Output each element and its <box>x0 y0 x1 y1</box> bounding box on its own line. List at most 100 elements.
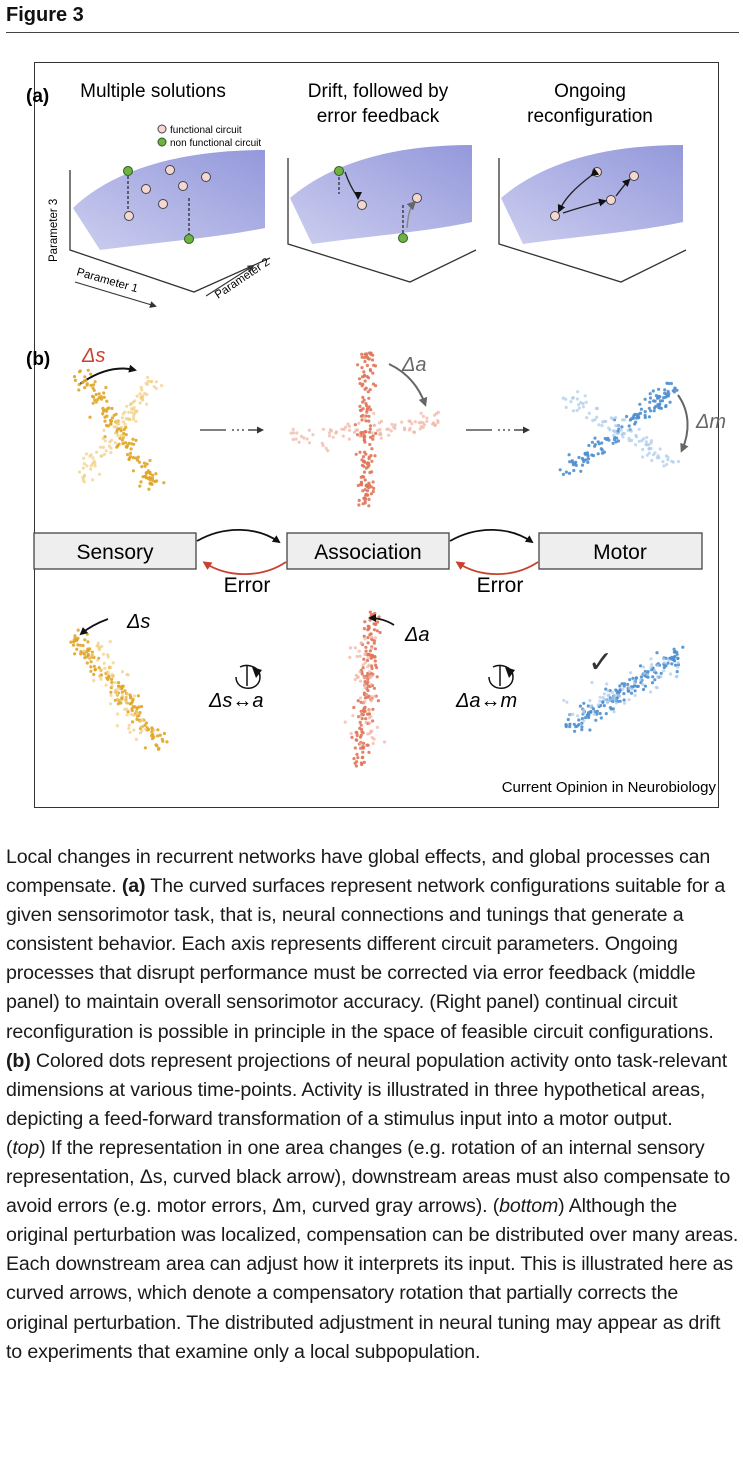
scatter-dot <box>607 438 611 442</box>
scatter-dot <box>647 406 651 410</box>
scatter-dot <box>432 413 437 417</box>
scatter-dot <box>77 470 82 474</box>
scatter-dot <box>291 437 295 442</box>
scatter-dot <box>602 704 606 708</box>
scatter-dot <box>140 388 144 392</box>
scatter-dot <box>368 430 372 434</box>
scatter-dot <box>364 492 368 496</box>
scatter-dot <box>367 626 371 630</box>
scatter-dot <box>657 456 661 460</box>
scatter-dot <box>368 368 372 372</box>
scatter-dot <box>139 725 143 729</box>
scatter-dot <box>655 651 659 655</box>
scatter-dot <box>584 458 588 462</box>
scatter-dot <box>611 429 616 433</box>
scatter-dot <box>126 710 130 714</box>
scatter-dot <box>347 437 351 441</box>
scatter-dot <box>97 666 101 670</box>
scatter-dot <box>91 401 95 405</box>
scatter-dot <box>362 657 366 661</box>
scatter-dot <box>145 462 149 466</box>
figure-title: Figure 3 <box>6 4 84 26</box>
scatter-dot <box>372 628 376 632</box>
scatter-dot <box>370 729 374 733</box>
scatter-dot <box>629 417 633 421</box>
scatter-dot <box>120 425 124 429</box>
scatter-dot <box>659 675 663 679</box>
scatter-dot <box>672 650 677 654</box>
scatter-dot <box>105 399 109 403</box>
scatter-dot <box>139 395 143 399</box>
scatter-dot <box>621 431 625 435</box>
scatter-dot <box>372 737 376 741</box>
scatter-dot <box>357 498 361 502</box>
scatter-dot <box>619 428 623 432</box>
scatter-dot <box>73 378 77 382</box>
scatter-dot <box>350 735 354 740</box>
scatter-dot <box>596 440 600 444</box>
scatter-dot <box>359 408 363 412</box>
scatter-dot <box>676 665 680 669</box>
scatter-dot <box>672 657 676 661</box>
scatter-dot <box>361 489 365 493</box>
surface-plot-2 <box>287 145 477 283</box>
scatter-dot <box>646 670 650 674</box>
scatter-dot <box>124 433 128 437</box>
scatter-dot <box>115 691 119 695</box>
scatter-dot <box>103 419 107 423</box>
scatter-dot <box>362 370 366 374</box>
scatter-dot <box>360 481 364 485</box>
scatter-dot <box>610 690 614 695</box>
scatter-dot <box>289 431 293 435</box>
scatter-dot <box>148 470 152 474</box>
scatter-dot <box>571 460 575 464</box>
scatter-dot <box>83 375 87 379</box>
scatter-dot <box>356 756 360 760</box>
scatter-dot <box>366 677 370 681</box>
scatter-dot <box>372 686 376 690</box>
scatter-dot <box>348 655 352 660</box>
scatter-dot <box>105 409 109 413</box>
scatter-dot <box>307 428 311 432</box>
scatter-dot <box>102 661 106 665</box>
rotation-label-s-a: Δs↔a <box>208 690 264 712</box>
scatter-dot <box>144 381 148 385</box>
scatter-dot <box>607 426 611 430</box>
scatter-dot <box>365 693 369 697</box>
scatter-dot <box>130 442 134 446</box>
scatter-dot <box>147 487 151 491</box>
scatter-dot <box>138 484 142 488</box>
scatter-dot <box>603 436 607 441</box>
scatter-dot <box>369 656 373 660</box>
scatter-dot <box>664 395 668 399</box>
scatter-dot <box>131 469 135 473</box>
scatter-dot <box>581 405 586 409</box>
scatter-dot <box>370 695 374 699</box>
scatter-dot <box>582 719 586 723</box>
scatter-dot <box>364 402 368 406</box>
scatter-dot <box>614 424 618 428</box>
scatter-dot <box>630 438 634 442</box>
scatter-dot <box>354 764 358 768</box>
scatter-dot <box>146 375 150 379</box>
rotation-arrow-a-bottom <box>368 614 395 626</box>
scatter-dot <box>342 427 346 431</box>
scatter-dot <box>154 386 158 391</box>
scatter-dot <box>598 699 602 703</box>
scatter-dot <box>99 445 103 449</box>
scatter-dot <box>613 693 617 697</box>
scatter-dot <box>646 672 650 677</box>
scatter-dot <box>368 435 373 439</box>
scatter-dot <box>361 755 365 759</box>
scatter-dot <box>368 388 372 392</box>
error-arrow-m-a <box>455 561 539 576</box>
scatter-dot <box>664 404 668 408</box>
scatter-dot <box>418 427 422 431</box>
scatter-dot <box>124 695 128 699</box>
scatter-dot <box>85 661 89 665</box>
scatter-dot <box>129 447 133 451</box>
scatter-dot <box>110 672 114 677</box>
scatter-dot <box>138 401 142 405</box>
scatter-dot <box>367 694 371 698</box>
scatter-dot <box>361 395 365 399</box>
